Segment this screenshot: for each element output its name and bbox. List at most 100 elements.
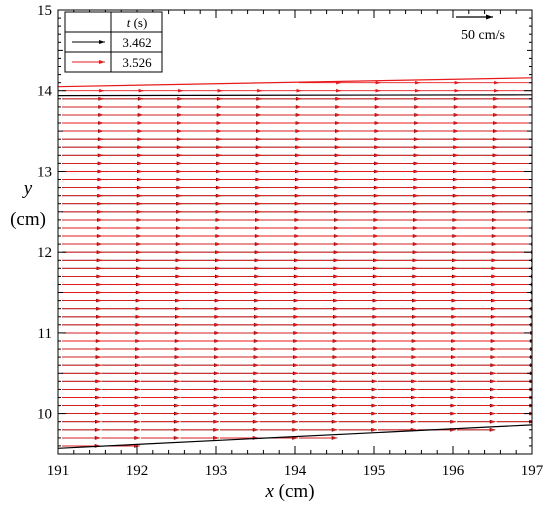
velocity-vector [417, 266, 458, 271]
vector-head [374, 218, 380, 222]
velocity-vector [417, 298, 458, 303]
vector-head [452, 242, 458, 246]
velocity-vector [180, 403, 220, 408]
velocity-vector [299, 105, 341, 109]
velocity-vector [62, 218, 103, 222]
vector-head [256, 145, 262, 149]
velocity-vector [62, 331, 102, 335]
vector-head [214, 363, 220, 367]
velocity-vector [62, 121, 104, 125]
vector-head [335, 161, 341, 166]
vector-head [254, 339, 260, 343]
vector-head [491, 323, 497, 327]
velocity-vector [62, 411, 101, 416]
vector-head [175, 363, 181, 367]
velocity-vector [220, 395, 259, 400]
velocity-vector [101, 387, 141, 392]
velocity-vector [141, 371, 181, 376]
velocity-vector [101, 145, 143, 149]
vector-head [296, 137, 301, 141]
velocity-vector [259, 137, 301, 141]
velocity-vector [457, 282, 497, 287]
vector-head [333, 315, 339, 319]
velocity-vector [180, 210, 222, 214]
velocity-vector [457, 121, 499, 125]
velocity-vector [141, 169, 183, 174]
velocity-vector [378, 290, 418, 295]
velocity-vector [259, 371, 299, 376]
vector-head [490, 428, 496, 432]
velocity-vector [457, 274, 497, 279]
velocity-vector [259, 153, 301, 158]
velocity-vector [180, 185, 222, 190]
reference-label: 50 cm/s [461, 28, 505, 43]
vector-head [375, 105, 381, 109]
vector-head [334, 201, 340, 206]
velocity-vector [417, 129, 460, 133]
vector-head [98, 185, 104, 190]
vector-head [492, 266, 498, 271]
velocity-vector [338, 379, 378, 384]
velocity-vector [220, 153, 262, 158]
vector-head [254, 347, 260, 351]
vector-head [98, 169, 104, 174]
velocity-vector [259, 169, 301, 174]
vector-head [414, 153, 420, 158]
velocity-vector [101, 105, 144, 109]
velocity-vector [378, 145, 420, 149]
velocity-vector [457, 331, 497, 335]
velocity-vector [299, 282, 339, 287]
vector-head [296, 121, 302, 125]
vector-head [216, 201, 222, 206]
velocity-vector [378, 395, 417, 400]
vector-head [137, 201, 143, 206]
vector-head [491, 306, 497, 311]
velocity-vector [220, 339, 260, 343]
vector-head [253, 428, 259, 432]
vector-head [373, 274, 379, 279]
velocity-vector [299, 250, 340, 254]
vector-head [333, 306, 339, 311]
velocity-vector [338, 137, 380, 141]
velocity-vector [62, 250, 103, 254]
velocity-vector [299, 411, 338, 416]
velocity-vector [299, 339, 339, 343]
velocity-vector [220, 129, 262, 133]
velocity-vector [141, 161, 183, 166]
velocity-vector [180, 419, 220, 424]
vector-head [176, 218, 182, 222]
vector-head [136, 258, 142, 263]
vector-head [255, 201, 261, 206]
vector-head [373, 266, 379, 271]
velocity-vector [378, 242, 419, 246]
vector-head [335, 137, 341, 141]
vector-head [295, 234, 300, 238]
vector-head [372, 363, 378, 367]
velocity-vector [417, 411, 457, 416]
velocity-vector [338, 315, 379, 319]
velocity-vector [141, 226, 182, 230]
vector-head [136, 339, 141, 343]
vector-head [214, 428, 220, 432]
vector-head [490, 379, 496, 384]
velocity-vector [338, 339, 378, 343]
vector-head [491, 339, 497, 343]
velocity-vector [259, 403, 299, 408]
velocity-vector [299, 266, 340, 271]
vector-head [335, 121, 341, 125]
velocity-vector [101, 339, 141, 343]
velocity-vector [457, 355, 497, 359]
vector-head [296, 113, 302, 117]
vector-head [294, 306, 300, 311]
vector-head [256, 185, 262, 190]
velocity-vector [378, 258, 419, 263]
vector-head [333, 298, 339, 303]
vector-head [216, 153, 222, 158]
velocity-vector [141, 395, 180, 400]
velocity-vector [220, 234, 261, 238]
velocity-vector [141, 363, 181, 367]
vector-head [215, 266, 221, 271]
velocity-vector [259, 234, 300, 238]
velocity-vector [62, 210, 103, 214]
